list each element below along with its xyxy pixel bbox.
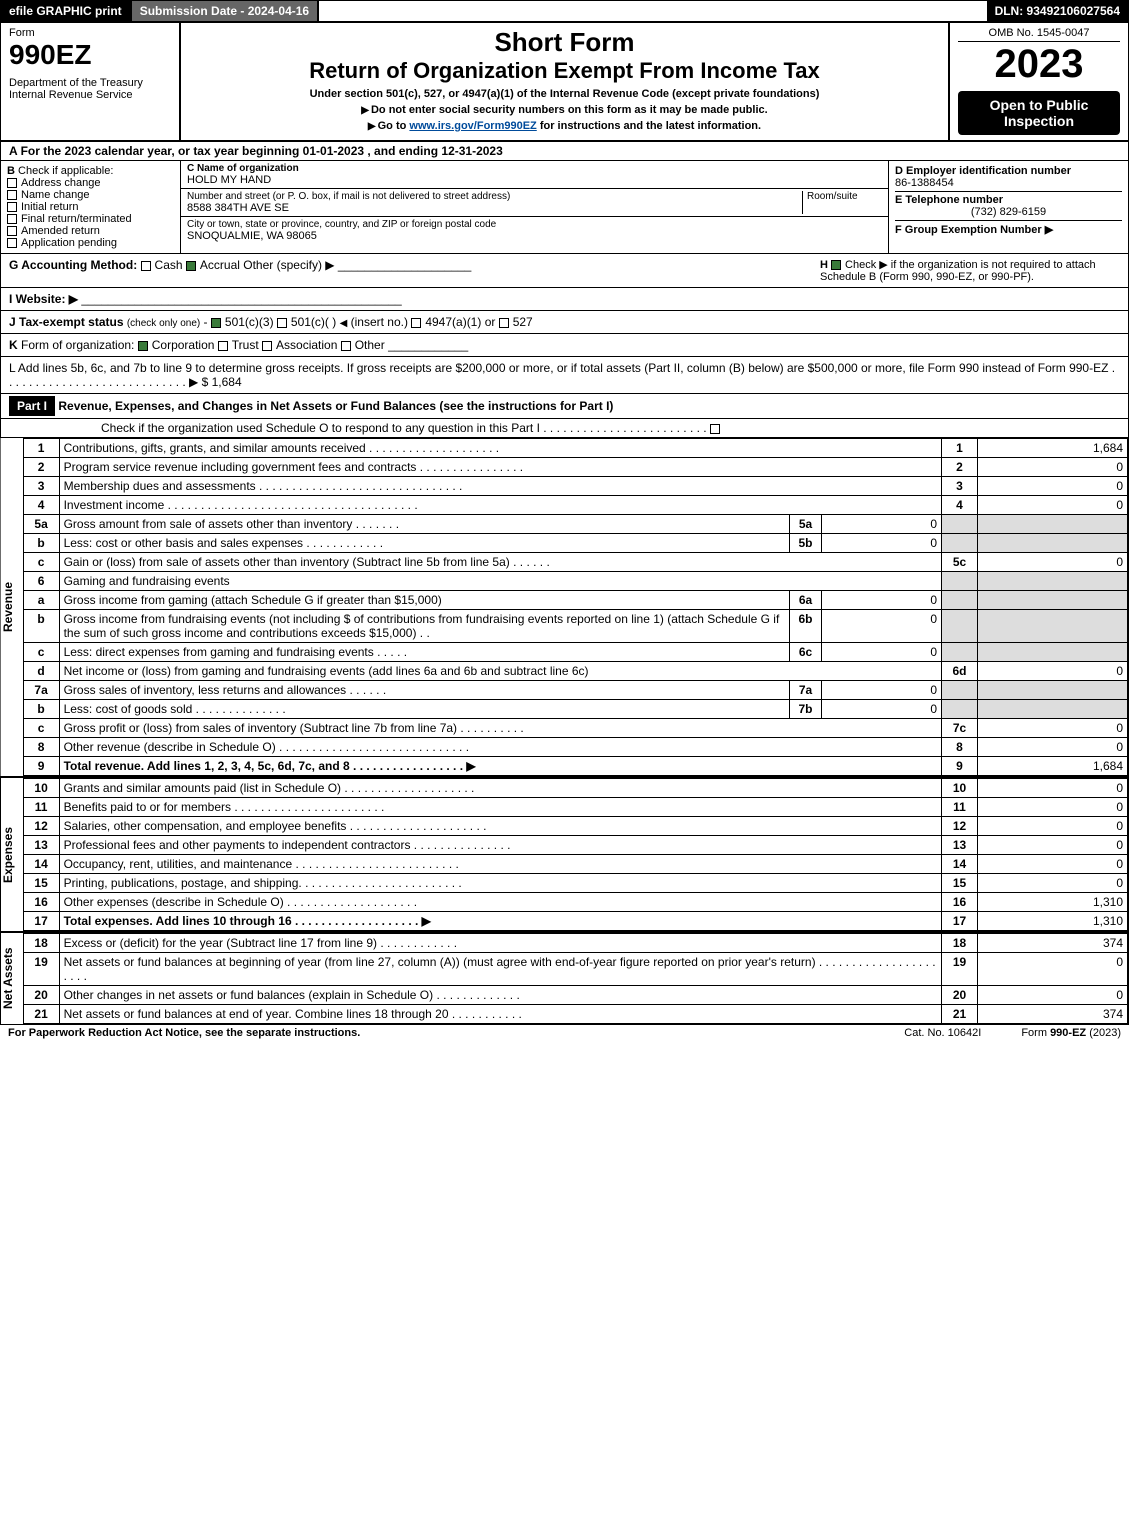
- subtitle-3-pre: Go to: [378, 120, 410, 132]
- checkbox-name-change[interactable]: [7, 190, 17, 200]
- phone-label: E Telephone number: [895, 191, 1122, 206]
- efile-print-button[interactable]: efile GRAPHIC print: [1, 1, 132, 21]
- title-main: Return of Organization Exempt From Incom…: [189, 58, 940, 84]
- form-header: Form 990EZ Department of the Treasury In…: [1, 23, 1128, 142]
- room-suite-label: Room/suite: [802, 191, 882, 214]
- revenue-table: 1Contributions, gifts, grants, and simil…: [23, 438, 1128, 776]
- footer-form-no: Form 990-EZ (2023): [1021, 1027, 1121, 1039]
- part-i-check: Check if the organization used Schedule …: [1, 419, 1128, 438]
- section-l: L Add lines 5b, 6c, and 7b to line 9 to …: [1, 357, 1128, 394]
- footer-notice: For Paperwork Reduction Act Notice, see …: [8, 1027, 360, 1039]
- revenue-section: Revenue 1Contributions, gifts, grants, a…: [1, 438, 1128, 776]
- checkbox-final-return[interactable]: [7, 214, 17, 224]
- subtitle-1: Under section 501(c), 527, or 4947(a)(1)…: [189, 88, 940, 100]
- section-h: H Check ▶ if the organization is not req…: [820, 258, 1120, 283]
- page-footer: For Paperwork Reduction Act Notice, see …: [0, 1025, 1129, 1041]
- tax-year: 2023: [958, 42, 1120, 87]
- dept-irs: Internal Revenue Service: [9, 89, 171, 101]
- top-bar: efile GRAPHIC print Submission Date - 20…: [1, 1, 1128, 23]
- city-label: City or town, state or province, country…: [187, 219, 882, 230]
- street-address: 8588 384TH AVE SE: [187, 202, 802, 214]
- dept-treasury: Department of the Treasury: [9, 77, 171, 89]
- expenses-table: 10Grants and similar amounts paid (list …: [23, 778, 1128, 931]
- arrow-icon: [368, 120, 378, 132]
- section-k: K Form of organization: Corporation Trus…: [1, 334, 1128, 357]
- subtitle-2: Do not enter social security numbers on …: [371, 104, 768, 116]
- irs-link[interactable]: www.irs.gov/Form990EZ: [409, 120, 536, 132]
- checkbox-application-pending[interactable]: [7, 238, 17, 248]
- checkbox-initial-return[interactable]: [7, 202, 17, 212]
- arrow-icon: [361, 104, 371, 116]
- checkbox-schedule-o[interactable]: [710, 424, 720, 434]
- section-b-to-f: B Check if applicable: Address change Na…: [1, 161, 1128, 254]
- part-i-header: Part I Revenue, Expenses, and Changes in…: [1, 394, 1128, 419]
- net-assets-table: 18Excess or (deficit) for the year (Subt…: [23, 933, 1128, 1024]
- checkbox-corporation[interactable]: [138, 341, 148, 351]
- section-a: A For the 2023 calendar year, or tax yea…: [1, 142, 1128, 161]
- phone-value: (732) 829-6159: [895, 206, 1122, 218]
- section-j: J Tax-exempt status (check only one) - 5…: [1, 311, 1128, 334]
- net-assets-side-label: Net Assets: [1, 933, 23, 1024]
- open-to-public: Open to Public Inspection: [958, 91, 1120, 135]
- checkbox-4947[interactable]: [411, 318, 421, 328]
- triangle-icon: [340, 315, 348, 329]
- net-assets-section: Net Assets 18Excess or (deficit) for the…: [1, 931, 1128, 1024]
- checkbox-accrual[interactable]: [186, 261, 196, 271]
- title-short: Short Form: [189, 27, 940, 58]
- form-label: Form: [9, 27, 171, 39]
- dln-number: DLN: 93492106027564: [987, 1, 1128, 21]
- group-exemption-label: F Group Exemption Number ▶: [895, 220, 1122, 236]
- ein-value: 86-1388454: [895, 177, 1122, 189]
- ein-label: D Employer identification number: [895, 165, 1122, 177]
- footer-cat-no: Cat. No. 10642I: [904, 1027, 981, 1039]
- org-name: HOLD MY HAND: [187, 174, 882, 186]
- expenses-section: Expenses 10Grants and similar amounts pa…: [1, 776, 1128, 931]
- checkbox-address-change[interactable]: [7, 178, 17, 188]
- org-name-label: C Name of organization: [187, 163, 882, 174]
- checkbox-other-org[interactable]: [341, 341, 351, 351]
- street-label: Number and street (or P. O. box, if mail…: [187, 191, 802, 202]
- checkbox-trust[interactable]: [218, 341, 228, 351]
- omb-number: OMB No. 1545-0047: [958, 27, 1120, 42]
- checkbox-amended-return[interactable]: [7, 226, 17, 236]
- submission-date: Submission Date - 2024-04-16: [132, 1, 319, 21]
- form-container: efile GRAPHIC print Submission Date - 20…: [0, 0, 1129, 1025]
- section-b: B Check if applicable: Address change Na…: [1, 161, 181, 253]
- section-i: I Website: ▶ ___________________________…: [1, 288, 1128, 311]
- checkbox-association[interactable]: [262, 341, 272, 351]
- checkbox-501c[interactable]: [277, 318, 287, 328]
- checkbox-527[interactable]: [499, 318, 509, 328]
- city-state-zip: SNOQUALMIE, WA 98065: [187, 230, 882, 242]
- subtitle-3-post: for instructions and the latest informat…: [537, 120, 761, 132]
- revenue-side-label: Revenue: [1, 438, 23, 776]
- checkbox-cash[interactable]: [141, 261, 151, 271]
- section-g-h: G Accounting Method: Cash Accrual Other …: [1, 254, 1128, 288]
- form-number: 990EZ: [9, 39, 171, 71]
- checkbox-501c3[interactable]: [211, 318, 221, 328]
- expenses-side-label: Expenses: [1, 778, 23, 931]
- checkbox-h[interactable]: [831, 260, 841, 270]
